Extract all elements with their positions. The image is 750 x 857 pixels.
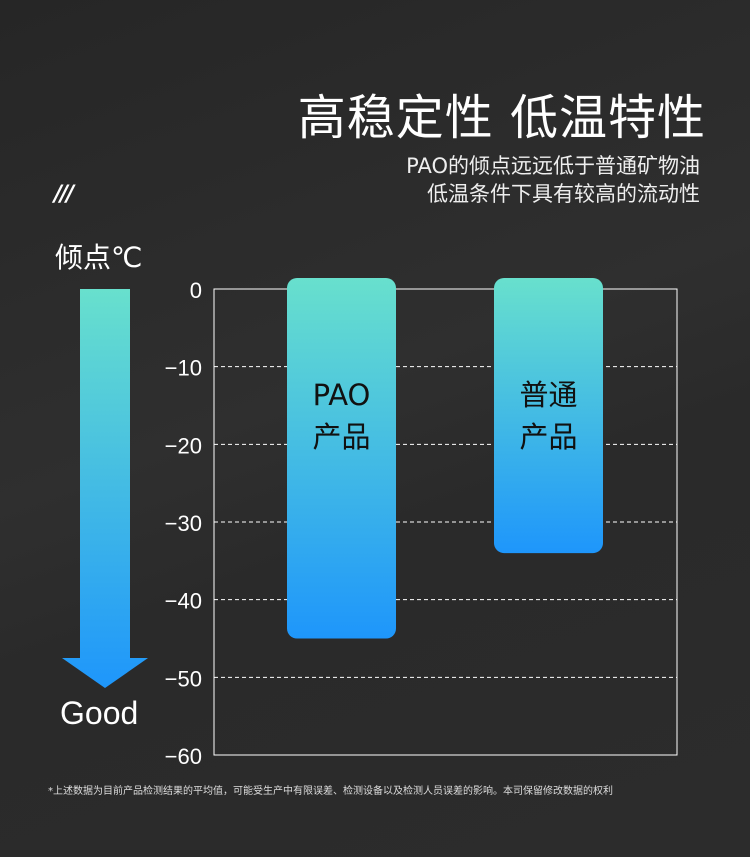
y-tick-label: −20 [165, 433, 202, 458]
bar [287, 278, 396, 639]
y-tick-label: −30 [165, 511, 202, 536]
good-label: Good [60, 695, 139, 731]
bar [494, 278, 603, 554]
down-arrow-icon [62, 289, 148, 688]
y-tick-label: −50 [165, 666, 202, 691]
y-tick-label: 0 [190, 278, 202, 303]
page-title: 高稳定性 低温特性 [297, 90, 706, 146]
footnote: *上述数据为目前产品检测结果的平均值，可能受生产中有限误差、检测设备以及检测人员… [48, 786, 613, 797]
bar-label: 产品 [312, 420, 370, 454]
subtitle-line-2: 低温条件下具有较高的流动性 [427, 182, 700, 206]
bar-label: 产品 [519, 420, 577, 454]
slash-decoration: /// [54, 182, 74, 207]
bar-label: 普通 [519, 378, 577, 412]
plot-frame [213, 288, 678, 756]
y-tick-label: −40 [165, 589, 202, 614]
unit-label: 倾点℃ [55, 241, 143, 274]
y-tick-label: −60 [165, 744, 202, 769]
bar-label: PAO [313, 378, 371, 412]
subtitle-line-1: PAO的倾点远远低于普通矿物油 [406, 154, 700, 178]
y-tick-label: −10 [165, 356, 202, 381]
